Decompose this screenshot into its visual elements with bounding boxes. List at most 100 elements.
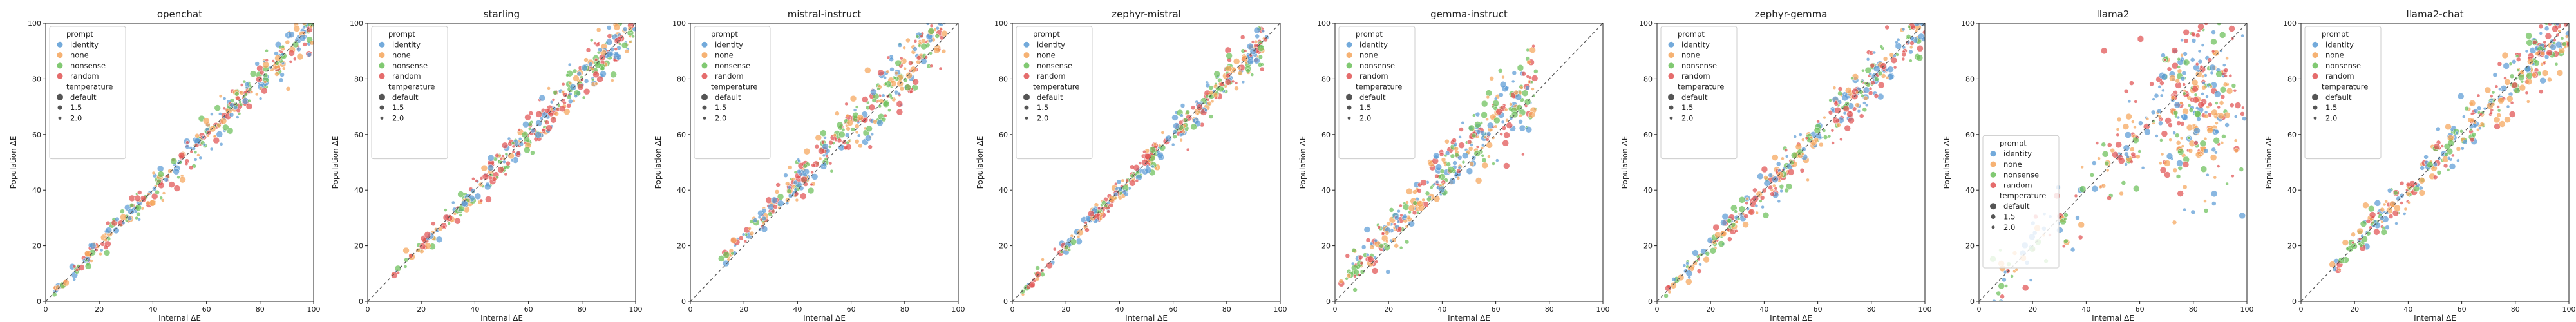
scatter-point xyxy=(582,95,586,100)
scatter-point xyxy=(1430,185,1434,189)
scatter-point xyxy=(905,71,913,79)
legend-label-identity: identity xyxy=(70,40,99,49)
legend-title-prompt: prompt xyxy=(1033,30,1060,39)
scatter-point xyxy=(1814,137,1819,143)
scatter-point xyxy=(1458,142,1465,149)
scatter-point xyxy=(89,242,97,249)
scatter-point xyxy=(538,94,546,102)
scatter-point xyxy=(2177,68,2183,74)
scatter-point xyxy=(818,156,822,161)
scatter-point xyxy=(1526,48,1530,52)
scatter-point xyxy=(184,162,189,166)
scatter-point xyxy=(2473,120,2477,125)
scatter-point xyxy=(920,43,927,50)
scatter-point xyxy=(2539,51,2545,56)
scatter-point xyxy=(600,70,607,78)
scatter-point xyxy=(1895,43,1902,50)
scatter-point xyxy=(887,108,891,113)
scatter-point xyxy=(1345,277,1349,281)
scatter-point xyxy=(2329,261,2336,268)
scatter-point xyxy=(2190,57,2195,62)
scatter-point xyxy=(2479,112,2483,117)
scatter-point xyxy=(1772,184,1776,188)
legend-marker-temp-2.0 xyxy=(1347,116,1351,120)
scatter-point xyxy=(1902,11,1907,15)
scatter-point xyxy=(2177,190,2184,197)
scatter-point xyxy=(795,198,799,202)
scatter-point xyxy=(632,3,638,9)
legend-label-temp-default: default xyxy=(70,93,97,102)
scatter-point xyxy=(507,152,515,160)
scatter-point xyxy=(800,193,807,200)
scatter-point xyxy=(743,239,748,243)
scatter-point xyxy=(2224,13,2228,16)
y-tick-label: 40 xyxy=(1643,186,1653,194)
scatter-point xyxy=(301,23,307,26)
x-tick-label: 80 xyxy=(2511,305,2520,314)
y-axis-label: Population ΔE xyxy=(331,136,340,189)
panel-title: mistral-instruct xyxy=(788,8,862,20)
legend-label-none: none xyxy=(1681,51,1700,60)
legend: promptidentitynonenonsenserandomtemperat… xyxy=(694,26,771,160)
scatter-point xyxy=(1521,90,1529,97)
scatter-point xyxy=(1865,103,1869,107)
legend-title-temperature: temperature xyxy=(1033,82,1079,91)
scatter-point xyxy=(2399,193,2405,198)
scatter-point xyxy=(2179,136,2184,140)
scatter-point xyxy=(2127,99,2132,104)
scatter-point xyxy=(524,113,531,121)
scatter-point xyxy=(1359,269,1365,274)
scatter-point xyxy=(192,147,196,151)
scatter-point xyxy=(594,82,598,86)
scatter-point xyxy=(2337,267,2342,272)
scatter-point xyxy=(1149,146,1157,153)
scatter-point xyxy=(2550,23,2555,25)
scatter-point xyxy=(1253,26,1261,34)
scatter-point xyxy=(833,133,837,137)
scatter-point xyxy=(213,137,220,144)
scatter-point xyxy=(2174,101,2181,109)
scatter-point xyxy=(2228,73,2233,78)
x-tick-label: 100 xyxy=(2562,305,2576,314)
scatter-point xyxy=(2211,147,2217,153)
scatter-point xyxy=(2181,144,2185,148)
scatter-point xyxy=(2003,270,2007,274)
scatter-point xyxy=(2418,189,2426,196)
scatter-point xyxy=(1823,135,1828,140)
scatter-point xyxy=(2382,225,2386,230)
scatter-point xyxy=(2022,284,2029,292)
legend-label-temp-2.0: 2.0 xyxy=(1681,113,1693,122)
scatter-point xyxy=(1718,240,1725,247)
scatter-point xyxy=(2079,185,2087,193)
scatter-point xyxy=(1157,151,1164,159)
legend: promptidentitynonenonsenserandomtemperat… xyxy=(371,26,448,160)
scatter-point xyxy=(1489,76,1494,81)
scatter-point xyxy=(936,26,940,30)
scatter-point xyxy=(1495,108,1502,115)
scatter-point xyxy=(2233,88,2237,93)
scatter-point xyxy=(828,161,833,166)
scatter-point xyxy=(149,200,156,207)
legend-label-temp-default: default xyxy=(392,93,419,102)
scatter-point xyxy=(1745,201,1748,205)
scatter-point xyxy=(803,182,808,187)
scatter-point xyxy=(2223,68,2229,73)
scatter-point xyxy=(565,73,569,77)
scatter-point xyxy=(2158,120,2163,126)
scatter-point xyxy=(2191,38,2197,43)
scatter-point xyxy=(2463,139,2468,145)
scatter-point xyxy=(2190,32,2196,37)
scatter-point xyxy=(1492,100,1499,107)
scatter-point xyxy=(2129,80,2134,86)
scatter-point xyxy=(912,78,919,86)
scatter-point xyxy=(535,131,542,138)
scatter-point xyxy=(2157,114,2162,118)
x-tick-label: 40 xyxy=(2403,305,2412,314)
scatter-point xyxy=(2459,129,2463,133)
scatter-point xyxy=(551,98,556,102)
scatter-point xyxy=(176,161,180,165)
scatter-point xyxy=(2382,202,2387,207)
scatter-point xyxy=(2351,232,2356,237)
scatter-point xyxy=(2447,140,2454,147)
scatter-point xyxy=(2164,171,2171,178)
